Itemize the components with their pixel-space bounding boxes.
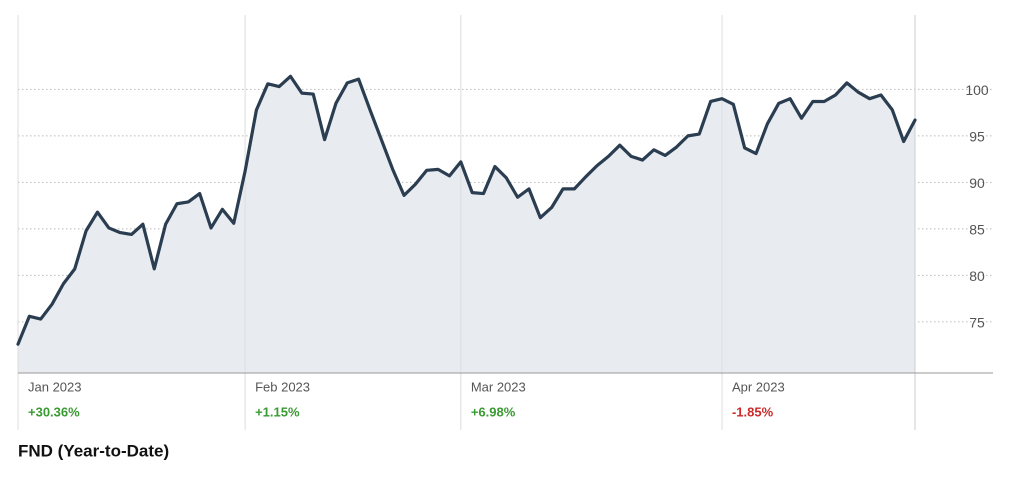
period-change: +6.98% [471,404,516,419]
price-line [16,74,917,346]
y-tick-label: 90 [969,175,985,191]
chart-title: FND (Year-to-Date) [18,441,169,460]
y-tick-label: 75 [969,315,985,331]
y-tick-label: 85 [969,222,985,238]
y-tick-label: 80 [969,268,985,284]
period-change: +30.36% [28,404,80,419]
area [18,76,915,373]
period-change: +1.15% [255,404,300,419]
x-tick-label: Jan 2023 [28,379,82,394]
x-tick-label: Mar 2023 [471,379,526,394]
x-tick-label: Apr 2023 [732,379,785,394]
period-change: -1.85% [732,404,774,419]
y-tick-label: 95 [969,129,985,145]
x-tick-label: Feb 2023 [255,379,310,394]
y-tick-label: 100 [965,82,989,98]
